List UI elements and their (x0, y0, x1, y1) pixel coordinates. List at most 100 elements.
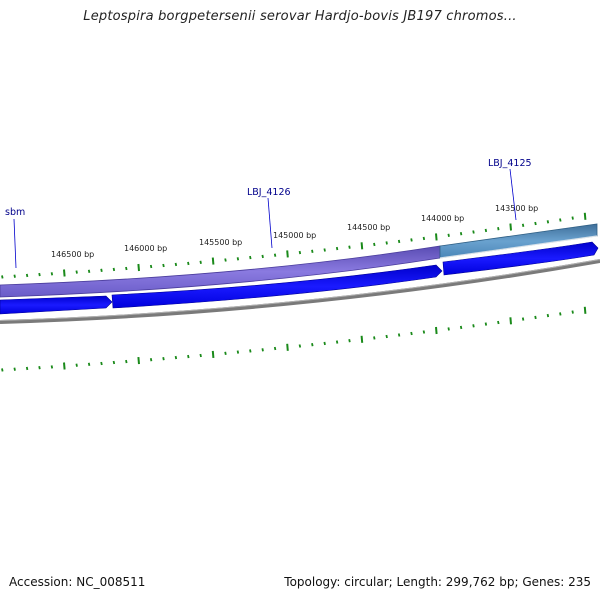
minor-tick (75, 363, 78, 367)
minor-tick (422, 330, 426, 334)
minor-tick (224, 258, 227, 262)
major-tick (435, 326, 438, 335)
minor-tick (125, 266, 128, 271)
ruler-labels: 146500 bp 146000 bp 145500 bp 145000 bp … (51, 204, 538, 259)
minor-tick (311, 343, 314, 347)
minor-tick (422, 236, 426, 241)
minor-tick (397, 239, 401, 244)
minor-tick (298, 344, 302, 348)
gene-callout-line (13, 218, 17, 269)
ruler-label: 143500 bp (495, 204, 538, 213)
major-tick (211, 257, 215, 265)
major-tick (137, 357, 140, 365)
ruler-label: 146000 bp (124, 244, 167, 253)
minor-tick (261, 254, 264, 259)
minor-tick (224, 351, 227, 355)
major-tick (137, 263, 140, 272)
genome-summary-text: Topology: circular; Length: 299,762 bp; … (284, 575, 591, 589)
minor-tick (410, 331, 413, 336)
minor-tick (497, 320, 500, 325)
minor-tick (174, 262, 178, 267)
minor-tick (87, 269, 91, 273)
minor-tick (187, 354, 190, 359)
minor-tick (546, 313, 550, 318)
minor-tick (348, 245, 351, 249)
minor-tick (1, 275, 4, 279)
major-tick (63, 269, 66, 277)
map-title: Leptospira borgpetersenii serovar Hardjo… (83, 9, 517, 24)
orf-track (0, 241, 599, 315)
minor-tick (348, 339, 351, 343)
major-tick (583, 212, 587, 220)
minor-tick (410, 238, 413, 242)
minor-tick (397, 333, 401, 337)
minor-tick (571, 216, 574, 220)
minor-tick (112, 360, 116, 365)
outer-tick-ring (1, 212, 587, 279)
minor-tick (273, 253, 277, 257)
minor-tick (38, 366, 41, 370)
major-tick (286, 343, 289, 351)
ruler-label: 144500 bp (347, 223, 390, 232)
major-tick (360, 335, 364, 343)
orf-arrow[interactable] (0, 295, 113, 315)
minor-tick (484, 228, 488, 233)
accession-text: Accession: NC_008511 (9, 575, 146, 589)
minor-tick (447, 233, 450, 237)
minor-tick (1, 368, 4, 372)
minor-tick (459, 325, 463, 330)
gene-callout-line (509, 168, 517, 221)
gene-label-sbm[interactable]: sbm (5, 207, 25, 218)
major-tick (63, 362, 66, 370)
major-tick (583, 306, 587, 314)
orf-arrow[interactable] (442, 241, 599, 276)
major-tick (360, 242, 364, 250)
minor-tick (335, 246, 339, 251)
gene-label-lbj-4126[interactable]: LBJ_4126 (247, 187, 291, 198)
minor-tick (298, 250, 302, 255)
major-tick (435, 233, 438, 241)
minor-tick (534, 221, 537, 226)
minor-tick (335, 340, 339, 344)
minor-tick (459, 232, 463, 236)
minor-tick (472, 230, 475, 234)
minor-tick (273, 346, 277, 351)
minor-tick (25, 273, 29, 278)
minor-tick (162, 357, 165, 361)
minor-tick (199, 260, 202, 264)
minor-tick (112, 267, 116, 272)
minor-tick (38, 272, 41, 277)
minor-tick (472, 324, 475, 328)
minor-tick (534, 315, 537, 320)
minor-tick (249, 349, 252, 353)
minor-tick (100, 268, 103, 272)
major-tick (211, 350, 215, 358)
minor-tick (149, 264, 153, 269)
minor-tick (373, 242, 376, 247)
minor-tick (447, 327, 450, 331)
minor-tick (559, 312, 562, 316)
minor-tick (162, 263, 165, 268)
gene-callout-line (267, 197, 273, 249)
gene-label-lbj-4125[interactable]: LBJ_4125 (488, 158, 532, 169)
ruler-label: 146500 bp (51, 250, 94, 259)
major-tick (286, 250, 289, 258)
genome-backbone (0, 259, 600, 324)
minor-tick (174, 355, 178, 360)
minor-tick (497, 227, 500, 231)
minor-tick (521, 317, 525, 321)
minor-tick (199, 353, 202, 358)
minor-tick (187, 261, 190, 266)
minor-tick (261, 348, 264, 352)
orf-arrow[interactable] (111, 264, 443, 309)
minor-tick (13, 367, 16, 371)
major-tick (509, 317, 512, 325)
minor-tick (323, 248, 326, 252)
feature-band (0, 223, 598, 298)
minor-tick (484, 322, 488, 326)
minor-tick (13, 274, 16, 278)
gene-labels: sbm LBJ_4126 LBJ_4125 (5, 158, 532, 269)
minor-tick (323, 341, 326, 346)
